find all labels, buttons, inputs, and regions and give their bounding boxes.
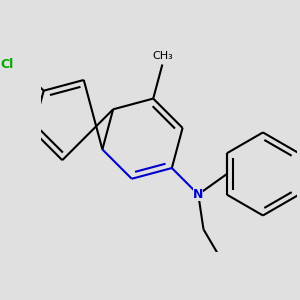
Text: N: N [193, 188, 203, 201]
Text: Cl: Cl [0, 58, 14, 71]
Text: CH₃: CH₃ [152, 51, 173, 61]
